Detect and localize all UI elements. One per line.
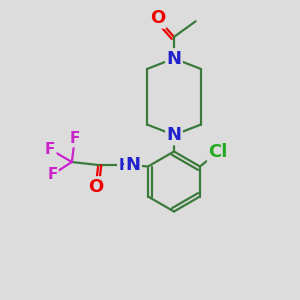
Text: O: O [150, 9, 165, 27]
Text: O: O [88, 178, 103, 196]
Text: Cl: Cl [208, 143, 228, 161]
Text: F: F [47, 167, 58, 182]
Text: F: F [45, 142, 56, 157]
Text: H: H [118, 158, 131, 172]
Text: N: N [125, 156, 140, 174]
Text: N: N [167, 50, 182, 68]
Text: N: N [167, 126, 182, 144]
Text: F: F [70, 131, 80, 146]
